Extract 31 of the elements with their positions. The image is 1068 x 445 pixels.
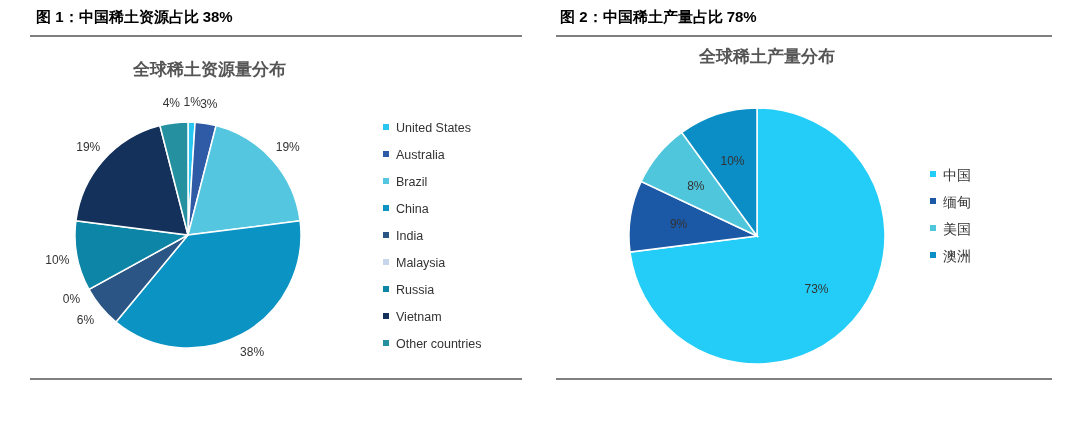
legend-label: Other countries xyxy=(396,337,482,352)
data-label: 3% xyxy=(200,96,218,111)
legend-label: Australia xyxy=(396,148,445,163)
legend-label: 缅甸 xyxy=(943,193,971,210)
data-label: 9% xyxy=(669,216,688,231)
chart-subtitle: 全球稀土资源量分布 xyxy=(131,60,286,79)
data-label: 10% xyxy=(45,253,70,268)
data-label: 1% xyxy=(183,95,202,110)
data-label: 38% xyxy=(240,344,265,359)
legend-label: India xyxy=(396,229,424,244)
legend-label: Brazil xyxy=(396,175,428,190)
legend-label: 美国 xyxy=(943,220,971,237)
pie-slice xyxy=(629,107,886,365)
text: 0% xyxy=(62,292,81,307)
data-label: 73% xyxy=(804,281,829,296)
data-label: 8% xyxy=(687,178,705,193)
legend-label: Russia xyxy=(396,283,435,298)
legend-label: United States xyxy=(396,121,472,136)
data-label: 4% xyxy=(162,96,181,111)
chart-title: 图 2：中国稀土产量占比 78% xyxy=(560,8,757,25)
legend-label: China xyxy=(396,202,429,217)
legend-label: 中国 xyxy=(943,166,971,183)
data-label: 19% xyxy=(275,140,301,155)
data-label: 10% xyxy=(720,153,745,168)
data-label: 6% xyxy=(76,312,95,327)
chart-title: 图 1：中国稀土资源占比 38% xyxy=(36,8,233,25)
legend-label: Vietnam xyxy=(396,310,442,325)
chart-subtitle: 全球稀土产量分布 xyxy=(698,47,835,66)
data-label: 19% xyxy=(76,140,101,155)
legend-label: 澳洲 xyxy=(943,247,971,264)
legend-label: Malaysia xyxy=(396,256,446,271)
